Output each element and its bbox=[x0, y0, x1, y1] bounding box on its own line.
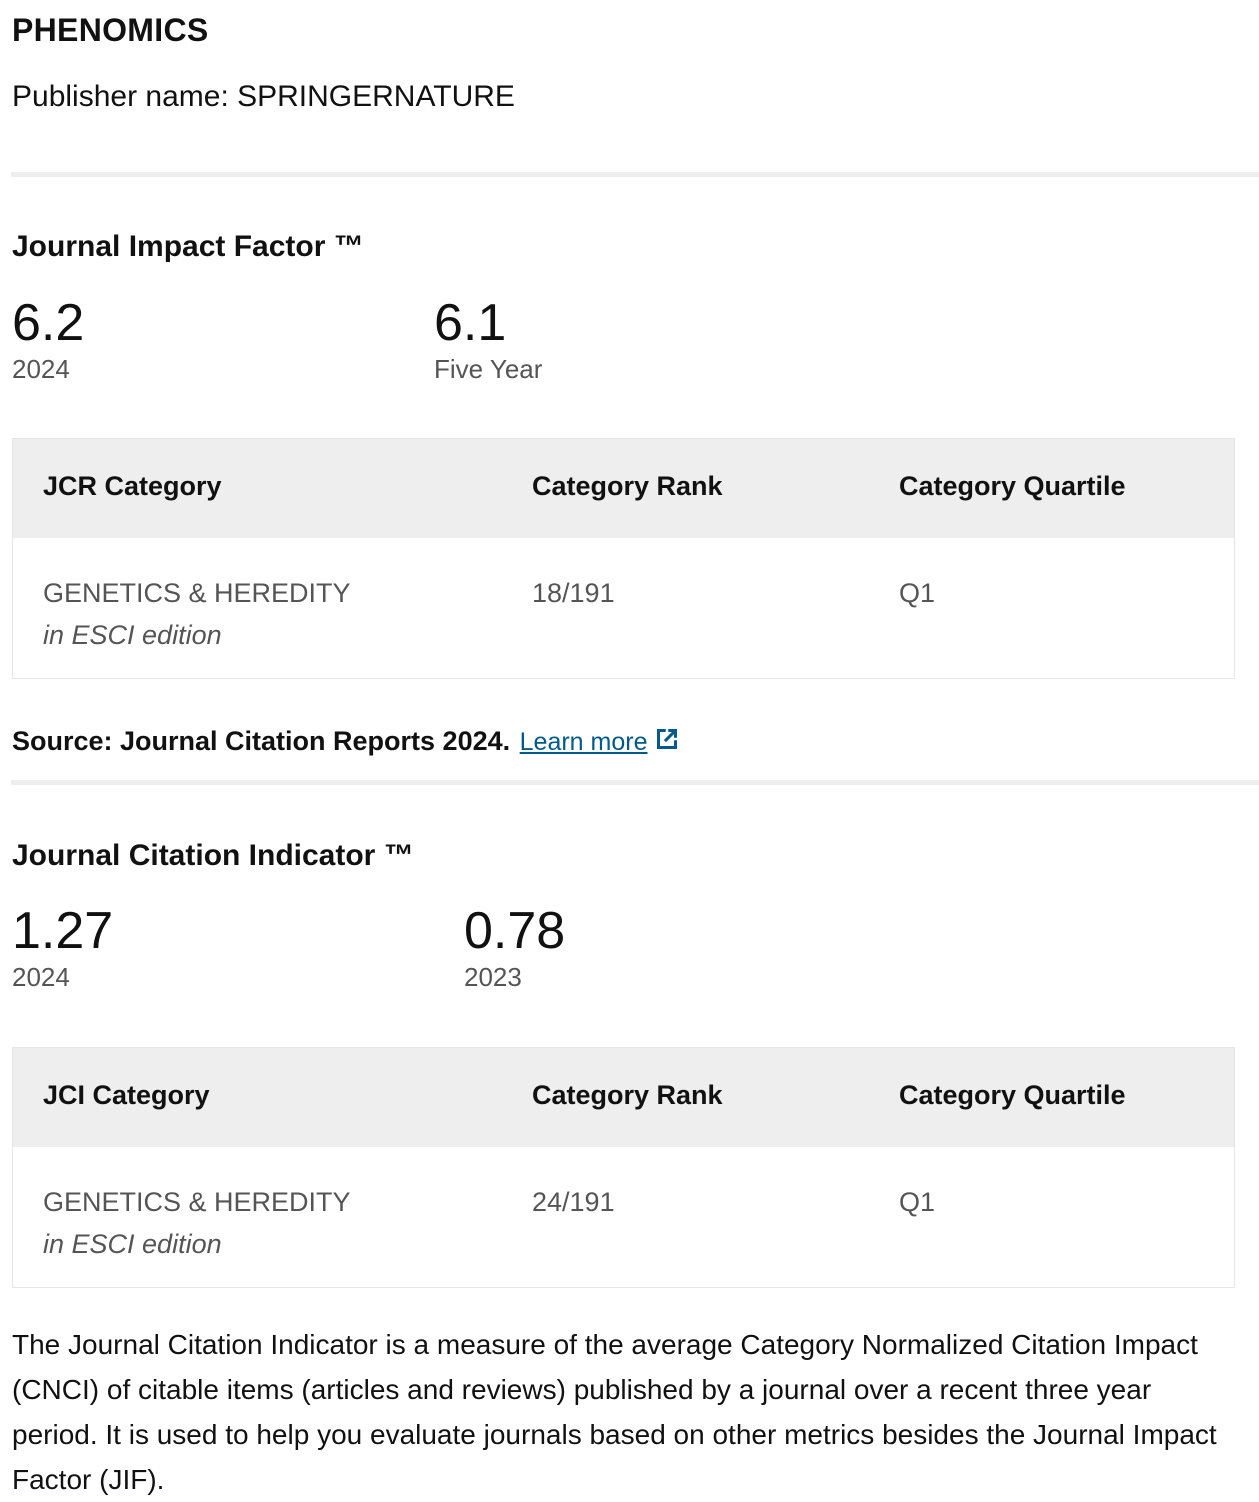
learn-more-label[interactable]: Learn more bbox=[519, 728, 648, 756]
category-name: GENETICS & HEREDITY bbox=[43, 1187, 351, 1217]
jci-metric-current: 1.27 2024 bbox=[12, 902, 113, 994]
jci-category-table: JCI Category Category Rank Category Quar… bbox=[12, 1047, 1235, 1288]
publisher-name: Publisher name: SPRINGERNATURE bbox=[12, 80, 515, 113]
section-divider bbox=[11, 780, 1259, 785]
category-cell: GENETICS & HEREDITY in ESCI edition bbox=[43, 1181, 351, 1265]
header-jcr-category: JCR Category bbox=[43, 471, 222, 501]
category-cell: GENETICS & HEREDITY in ESCI edition bbox=[43, 572, 351, 656]
external-link-icon[interactable] bbox=[652, 724, 682, 754]
jci-metric-previous: 0.78 2023 bbox=[464, 902, 565, 994]
learn-more-link[interactable]: Learn more bbox=[520, 728, 648, 756]
table-row: GENETICS & HEREDITY in ESCI edition 18/1… bbox=[13, 538, 1234, 678]
category-name: GENETICS & HEREDITY bbox=[43, 578, 351, 608]
header-jci-category: JCI Category bbox=[43, 1080, 210, 1110]
jif-current-value: 6.2 bbox=[12, 294, 85, 352]
section-divider bbox=[11, 172, 1259, 177]
category-edition: in ESCI edition bbox=[43, 620, 222, 650]
header-category-rank: Category Rank bbox=[532, 471, 723, 501]
journal-title: PHENOMICS bbox=[12, 12, 209, 48]
source-text: Source: Journal Citation Reports 2024. bbox=[12, 726, 511, 756]
jci-current-value: 1.27 bbox=[12, 902, 114, 960]
jci-current-label: 2024 bbox=[12, 962, 70, 992]
jci-description: The Journal Citation Indicator is a meas… bbox=[12, 1329, 1217, 1495]
jif-metric-current: 6.2 2024 bbox=[12, 294, 84, 386]
jif-five-year-label: Five Year bbox=[434, 354, 543, 384]
jci-previous-value: 0.78 bbox=[464, 902, 566, 960]
category-edition: in ESCI edition bbox=[43, 1229, 222, 1259]
header-category-rank: Category Rank bbox=[532, 1080, 723, 1110]
jci-previous-label: 2023 bbox=[464, 962, 522, 992]
category-rank: 24/191 bbox=[532, 1187, 615, 1217]
jcr-category-table: JCR Category Category Rank Category Quar… bbox=[12, 438, 1235, 679]
category-quartile: Q1 bbox=[899, 578, 936, 608]
jif-five-year-value: 6.1 bbox=[434, 294, 507, 352]
header-category-quartile: Category Quartile bbox=[899, 471, 1126, 501]
jif-metric-five-year: 6.1 Five Year bbox=[434, 294, 542, 386]
jif-section-title: Journal Impact Factor ™ bbox=[12, 230, 364, 263]
category-rank: 18/191 bbox=[532, 578, 615, 608]
jif-source: Source: Journal Citation Reports 2024. L… bbox=[12, 724, 682, 757]
jci-section-title: Journal Citation Indicator ™ bbox=[12, 839, 414, 872]
jif-current-label: 2024 bbox=[12, 354, 70, 384]
table-row: GENETICS & HEREDITY in ESCI edition 24/1… bbox=[13, 1147, 1234, 1287]
header-category-quartile: Category Quartile bbox=[899, 1080, 1126, 1110]
table-header: JCI Category Category Rank Category Quar… bbox=[13, 1048, 1234, 1147]
table-header: JCR Category Category Rank Category Quar… bbox=[13, 439, 1234, 538]
category-quartile: Q1 bbox=[899, 1187, 936, 1217]
